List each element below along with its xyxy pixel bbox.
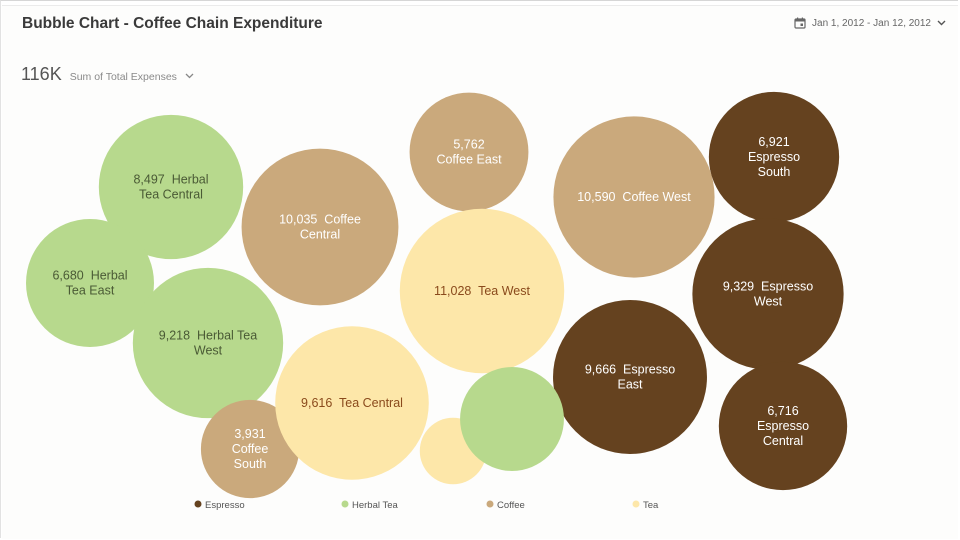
bubble-circle[interactable] xyxy=(26,219,154,347)
bubble-label: West xyxy=(754,295,783,309)
bubble-circle[interactable] xyxy=(241,148,399,306)
legend-swatch xyxy=(486,500,494,508)
bubble-label: 6,716 xyxy=(767,404,798,418)
bubble-circle[interactable] xyxy=(460,367,564,471)
bubble-label: 5,762 xyxy=(453,138,484,152)
bubble-herbal-tea[interactable] xyxy=(460,367,564,471)
chart-title: Bubble Chart - Coffee Chain Expenditure xyxy=(22,15,323,32)
legend-swatch xyxy=(194,500,202,508)
bubble-circle[interactable] xyxy=(409,92,529,212)
bubble-label: 9,329 Espresso xyxy=(723,280,813,294)
bubble-label: 9,666 Espresso xyxy=(585,363,675,377)
bubble-label: 3,931 xyxy=(234,427,265,441)
bubble-circle[interactable] xyxy=(275,326,429,480)
bubble-tea-central[interactable]: 9,616 Tea Central xyxy=(275,326,429,480)
bubble-label: Tea East xyxy=(66,284,115,298)
bubble-tea-west[interactable]: 11,028 Tea West xyxy=(399,208,565,374)
bubble-label: Espresso xyxy=(748,150,800,164)
bubble-label: South xyxy=(758,165,791,179)
bubble-label: 11,028 Tea West xyxy=(434,284,530,298)
legend-label: Herbal Tea xyxy=(352,500,398,511)
bubble-label: 10,590 Coffee West xyxy=(577,190,691,204)
bubble-label: Coffee xyxy=(232,442,269,456)
legend-item-herbal-tea[interactable]: Herbal Tea xyxy=(341,500,399,511)
chevron-down-icon xyxy=(185,73,194,79)
bubble-label: Coffee East xyxy=(436,153,502,167)
metric-total: 116K xyxy=(21,64,62,84)
bubble-circle[interactable] xyxy=(553,300,707,454)
bubble-label: 6,680 Herbal xyxy=(52,269,127,283)
chevron-down-icon xyxy=(937,20,946,26)
bubble-circle[interactable] xyxy=(399,208,565,374)
bubble-coffee-west[interactable]: 10,590 Coffee West xyxy=(553,116,715,278)
date-range-text: Jan 1, 2012 - Jan 12, 2012 xyxy=(812,17,931,29)
bubble-circle[interactable] xyxy=(132,267,284,419)
metric-label: Sum of Total Expenses xyxy=(69,71,177,83)
bubble-label: 9,616 Tea Central xyxy=(301,396,403,410)
bubble-label: 6,921 xyxy=(758,135,789,149)
bubble-label: Espresso xyxy=(757,419,809,433)
legend-label: Coffee xyxy=(497,500,525,511)
measure-selector[interactable]: 116K Sum of Total Expenses xyxy=(21,64,194,85)
legend-item-espresso[interactable]: Espresso xyxy=(194,500,245,511)
bubble-label: 9,218 Herbal Tea xyxy=(159,329,257,343)
legend-label: Espresso xyxy=(205,500,245,511)
bubble-circle[interactable] xyxy=(718,361,848,491)
bubble-circle[interactable] xyxy=(98,114,244,260)
bubble-circle[interactable] xyxy=(553,116,715,278)
date-range-picker[interactable]: Jan 1, 2012 - Jan 12, 2012 xyxy=(794,17,946,29)
bubble-label: West xyxy=(194,344,223,358)
bubble-circle[interactable] xyxy=(692,218,844,370)
legend-label: Tea xyxy=(643,500,659,511)
bubble-label: South xyxy=(234,457,267,471)
bubble-label: Central xyxy=(763,434,803,448)
legend-swatch xyxy=(632,500,640,508)
bubble-label: Tea Central xyxy=(139,188,203,202)
calendar-icon xyxy=(794,17,806,29)
bubble-label: Central xyxy=(300,228,340,242)
legend-swatch xyxy=(341,500,349,508)
bubble-label: East xyxy=(617,378,643,392)
bubble-label: 10,035 Coffee xyxy=(279,213,361,227)
legend-item-coffee[interactable]: Coffee xyxy=(486,500,525,511)
bubble-label: 8,497 Herbal xyxy=(133,173,208,187)
legend-item-tea[interactable]: Tea xyxy=(632,500,660,511)
bubble-circle[interactable] xyxy=(200,399,300,499)
bubble-circle[interactable] xyxy=(708,91,840,223)
